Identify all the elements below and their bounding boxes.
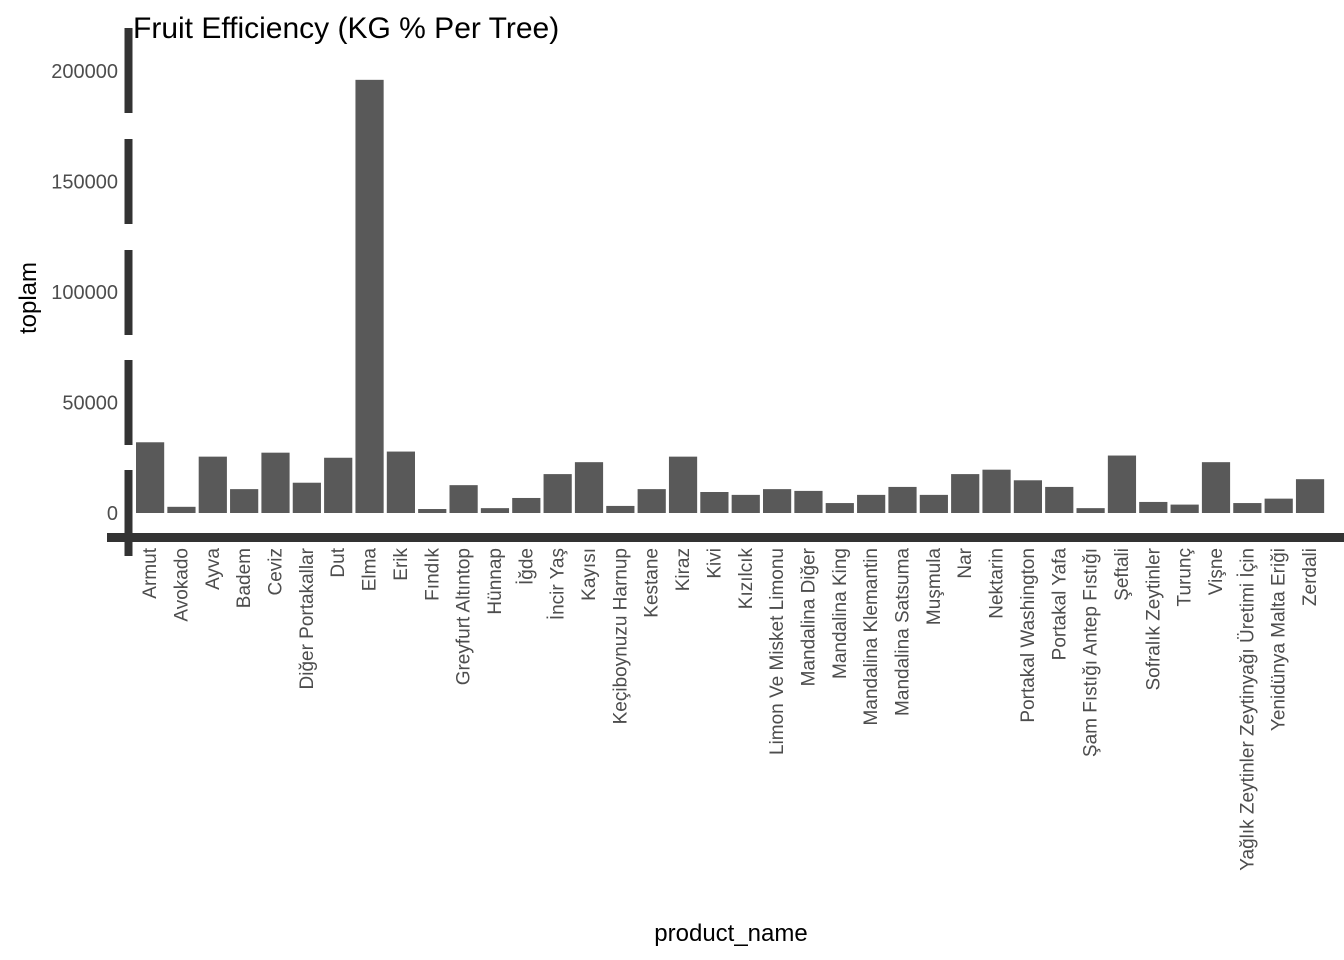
x-tick-label: Greyfurt Altıntop bbox=[454, 548, 475, 685]
x-tick-label: İğde bbox=[516, 548, 537, 585]
x-tick-label: Badem bbox=[234, 548, 255, 608]
bar bbox=[1045, 486, 1074, 513]
bar bbox=[1201, 462, 1231, 513]
bar bbox=[512, 497, 541, 513]
x-tick-label: İncir Yaş bbox=[548, 548, 569, 620]
y-tick-label: 0 bbox=[107, 503, 118, 525]
bar bbox=[480, 508, 510, 513]
x-tick-label: Keçiboynuzu Harnup bbox=[610, 548, 631, 724]
x-tick-label: Elma bbox=[360, 548, 381, 592]
bar bbox=[324, 457, 353, 513]
bar bbox=[198, 456, 227, 513]
bar bbox=[449, 485, 478, 513]
x-tick-label: Erik bbox=[391, 548, 412, 581]
x-tick-label: Ceviz bbox=[266, 548, 287, 596]
bar bbox=[825, 503, 854, 513]
x-tick-label: Avokado bbox=[171, 548, 192, 622]
bar bbox=[230, 489, 259, 513]
bar bbox=[1264, 498, 1293, 513]
x-tick-label: Muşmula bbox=[924, 548, 945, 626]
x-tick-label: Şeftali bbox=[1112, 548, 1133, 601]
x-tick-label: Fındık bbox=[422, 548, 443, 601]
bar bbox=[888, 486, 917, 513]
bar bbox=[731, 494, 760, 513]
bar bbox=[292, 482, 321, 513]
bar bbox=[1107, 455, 1137, 513]
bar bbox=[982, 469, 1011, 513]
bar bbox=[1233, 503, 1262, 513]
x-tick-label: Portakal Washington bbox=[1018, 548, 1039, 723]
x-tick-label: Nar bbox=[955, 547, 976, 578]
chart-title: Fruit Efficiency (KG % Per Tree) bbox=[133, 12, 559, 45]
y-tick-label: 200000 bbox=[51, 61, 118, 83]
x-tick-label: Sofralık Zeytinler bbox=[1143, 547, 1164, 690]
bar bbox=[951, 474, 980, 513]
x-tick-labels: Armut Avokado Ayva Badem Ceviz Diğer Portakal… bbox=[140, 547, 1321, 870]
x-tick-label: Hünnap bbox=[485, 548, 506, 615]
x-tick-label: Kiraz bbox=[673, 548, 694, 591]
bar bbox=[919, 494, 948, 513]
bar bbox=[1139, 501, 1168, 513]
x-tick-label: Dut bbox=[328, 547, 349, 577]
x-tick-label: Limon Ve Misket Limonu bbox=[767, 548, 788, 755]
x-tick-label: Ayva bbox=[203, 548, 224, 590]
x-tick-label: Mandalina King bbox=[830, 548, 851, 679]
bar bbox=[763, 489, 792, 513]
x-tick-label: Nektarin bbox=[987, 548, 1008, 619]
bar bbox=[355, 79, 384, 513]
x-tick-label: Portakal Yafa bbox=[1049, 548, 1070, 661]
bar bbox=[637, 489, 666, 513]
x-tick-label: Yenidünya Malta Eriği bbox=[1269, 548, 1290, 731]
bar bbox=[543, 474, 572, 513]
x-tick-label: Kayısı bbox=[579, 548, 600, 601]
x-tick-label: Turunç bbox=[1175, 548, 1196, 606]
x-tick-label: Kızılcık bbox=[736, 548, 757, 610]
x-tick-label: Armut bbox=[140, 547, 161, 598]
x-tick-label: Diğer Portakallar bbox=[297, 547, 318, 689]
bar bbox=[167, 506, 196, 513]
bar bbox=[1295, 479, 1325, 513]
bar bbox=[700, 492, 729, 513]
x-axis-title: product_name bbox=[654, 920, 807, 947]
y-tick-labels: 0 50000 100000 150000 200000 bbox=[51, 61, 118, 525]
bar bbox=[794, 490, 823, 513]
bar bbox=[136, 442, 165, 513]
bar bbox=[668, 456, 698, 513]
bar bbox=[1170, 504, 1199, 513]
y-axis-title: toplam bbox=[15, 262, 42, 334]
bar bbox=[386, 451, 415, 513]
bar bbox=[261, 452, 290, 513]
x-tick-label: Mandalina Satsuma bbox=[893, 548, 914, 716]
bars bbox=[136, 79, 1325, 513]
bar bbox=[418, 509, 447, 513]
x-tick-label: Kestane bbox=[642, 548, 663, 618]
bar bbox=[574, 462, 604, 513]
x-tick-label: Mandalina Klemantin bbox=[861, 548, 882, 725]
x-tick-label: Şam Fıstığı Antep Fıstığı bbox=[1081, 548, 1102, 757]
x-tick-label: Zerdali bbox=[1300, 548, 1321, 606]
y-tick-label: 150000 bbox=[51, 172, 118, 194]
bar bbox=[606, 505, 635, 513]
bar bbox=[1013, 480, 1042, 513]
x-tick-label: Mandalina Diğer bbox=[799, 547, 820, 686]
y-tick-label: 50000 bbox=[62, 393, 118, 415]
x-tick-label: Vişne bbox=[1206, 548, 1227, 595]
y-tick-label: 100000 bbox=[51, 282, 118, 304]
x-tick-label: Kivi bbox=[704, 548, 725, 579]
bar bbox=[857, 494, 886, 513]
x-tick-label: Yağlık Zeytinler Zeytinyağı Üretimi İçin bbox=[1237, 548, 1258, 871]
bar bbox=[1076, 508, 1105, 513]
